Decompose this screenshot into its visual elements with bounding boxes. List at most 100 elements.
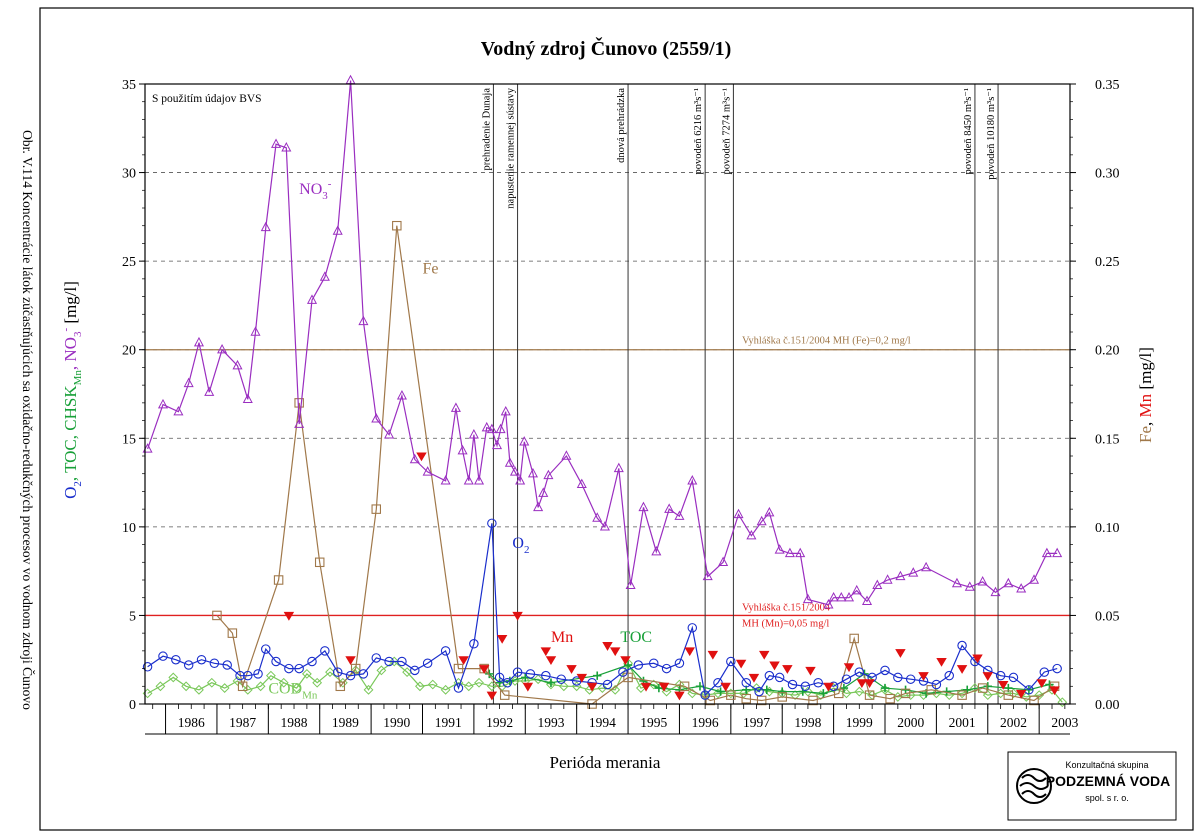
data-point	[864, 679, 875, 689]
y-tick-label: 0.05	[1095, 609, 1120, 624]
series-line-fe	[216, 225, 1055, 705]
y-tick-label: 0.00	[1095, 698, 1120, 713]
data-point	[496, 634, 508, 644]
data-point	[566, 665, 577, 674]
data-point	[487, 518, 497, 529]
data-point	[733, 508, 744, 519]
data-point	[795, 547, 806, 558]
data-point	[504, 457, 515, 467]
data-point	[478, 665, 490, 674]
data-point	[473, 475, 485, 485]
data-point	[833, 688, 844, 699]
y-tick-label: 0	[129, 698, 136, 713]
data-point	[440, 475, 451, 485]
data-point	[345, 670, 356, 681]
y-tick-label: 20	[122, 344, 136, 359]
data-point	[905, 690, 916, 701]
data-point	[481, 421, 492, 432]
data-point	[533, 501, 544, 512]
data-point	[217, 343, 228, 354]
data-point	[255, 681, 266, 692]
data-point	[926, 685, 936, 695]
data-point	[836, 591, 847, 602]
data-point	[856, 679, 868, 689]
series-label-mn: Mn	[551, 629, 573, 646]
x-tick-label: 1992	[486, 715, 513, 730]
data-point	[546, 678, 556, 687]
data-point	[828, 591, 839, 602]
data-point	[415, 681, 425, 692]
data-point	[1024, 685, 1034, 695]
data-point	[592, 512, 603, 522]
data-point	[453, 663, 464, 674]
data-point	[371, 504, 381, 514]
data-point	[281, 142, 292, 152]
data-point	[705, 695, 716, 706]
data-point	[1049, 686, 1060, 696]
event-label: napustenie ramennej sústavy	[506, 87, 517, 208]
x-tick-label: 1993	[537, 715, 564, 730]
data-point	[735, 659, 747, 669]
y-tick-label: 0.30	[1095, 167, 1120, 182]
data-point	[278, 677, 289, 688]
data-point	[227, 628, 238, 638]
data-point	[358, 315, 369, 326]
x-tick-label: 1997	[743, 715, 770, 730]
data-point	[335, 681, 346, 692]
data-point	[944, 670, 954, 681]
data-point	[450, 402, 461, 412]
data-point	[756, 515, 767, 526]
data-point	[756, 695, 767, 706]
y-axis-title-left: O2, TOC, CHSKMn, NO3- [mg/l]	[60, 281, 84, 499]
data-point	[494, 672, 505, 683]
data-point	[586, 682, 598, 692]
data-point	[908, 567, 919, 577]
data-point	[558, 681, 569, 692]
data-point	[808, 695, 818, 706]
data-point	[843, 663, 855, 673]
data-point	[468, 428, 479, 439]
x-tick-label: 1991	[435, 715, 462, 730]
data-point	[1016, 583, 1027, 593]
data-point	[363, 684, 374, 695]
data-point	[325, 667, 335, 678]
data-point	[265, 670, 276, 681]
data-point	[774, 544, 785, 554]
data-point	[748, 673, 760, 683]
data-point	[194, 684, 204, 695]
data-point	[746, 529, 757, 540]
data-point	[956, 665, 968, 674]
data-point	[350, 663, 361, 674]
data-point	[849, 633, 859, 644]
data-point	[695, 682, 705, 691]
data-point	[597, 683, 608, 693]
data-point	[882, 574, 893, 584]
data-point	[658, 682, 670, 692]
data-point	[168, 672, 179, 683]
data-point	[1039, 667, 1050, 677]
y-tick-label: 0.35	[1095, 78, 1120, 93]
events-layer: prehradenie Dunaja napustenie ramennej sú…	[481, 84, 999, 704]
data-point	[716, 687, 725, 696]
data-point	[651, 545, 662, 556]
data-point	[499, 690, 510, 700]
event-label: povodeň 8450 m³s⁻¹	[963, 88, 974, 175]
data-point	[957, 640, 967, 651]
data-point	[790, 690, 800, 701]
data-point	[713, 677, 723, 688]
data-point	[720, 682, 731, 692]
outer-frame	[39, 7, 1194, 831]
data-point	[158, 651, 168, 661]
data-point	[707, 650, 719, 660]
data-point	[819, 689, 828, 698]
data-point	[576, 673, 588, 683]
data-point	[972, 654, 983, 664]
data-point	[995, 670, 1006, 681]
data-point	[301, 668, 312, 679]
data-point	[389, 656, 400, 667]
data-point	[332, 225, 343, 235]
data-point	[851, 584, 862, 595]
data-point	[674, 510, 685, 520]
data-point	[181, 681, 192, 692]
data-point	[839, 683, 849, 693]
